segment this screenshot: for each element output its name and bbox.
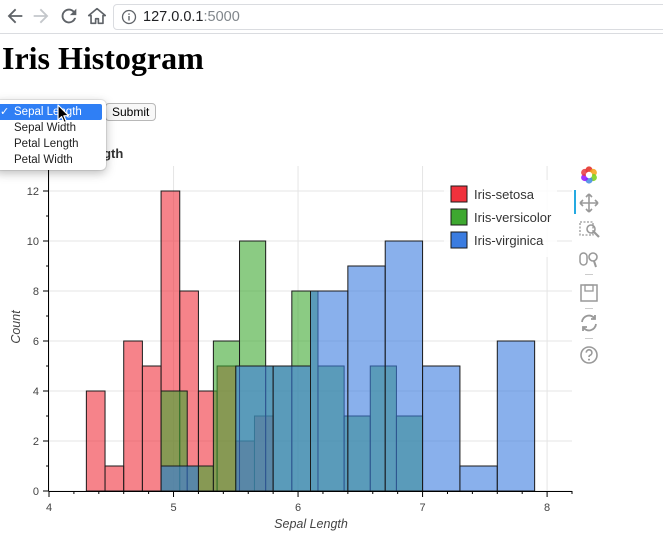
y-tick-label: 6 bbox=[33, 336, 39, 348]
histogram-bar bbox=[496, 340, 536, 492]
url-text[interactable]: 127.0.0.1:5000 bbox=[143, 9, 240, 25]
toolbar-divider bbox=[585, 274, 593, 275]
url-host: 127.0.0.1 bbox=[143, 9, 204, 25]
plot-toolbar bbox=[574, 162, 604, 372]
submit-button[interactable]: Submit bbox=[105, 103, 157, 121]
histogram-bar bbox=[123, 340, 143, 492]
legend-label: Iris-virginica bbox=[474, 233, 544, 248]
x-tick-label: 7 bbox=[420, 502, 426, 514]
axes: 4 5 6 7 8 0 2 4 6 8 10 12 bbox=[27, 165, 573, 514]
y-axis-label: Count bbox=[9, 310, 23, 344]
histogram-bar bbox=[310, 290, 349, 492]
legend-label: Iris-setosa bbox=[474, 187, 535, 202]
histogram-bar bbox=[160, 465, 199, 492]
histogram-bar bbox=[85, 390, 106, 492]
address-bar[interactable]: 127.0.0.1:5000 bbox=[113, 4, 663, 30]
y-tick-label: 12 bbox=[27, 186, 39, 198]
y-tick-label: 4 bbox=[33, 386, 39, 398]
feature-dropdown-menu[interactable]: ✓ Sepal Length Sepal Width Petal Length P… bbox=[0, 100, 106, 170]
x-axis-label: Sepal Length bbox=[274, 517, 348, 531]
dropdown-option-label: Petal Width bbox=[14, 154, 73, 166]
x-tick-label: 5 bbox=[170, 502, 176, 514]
histogram-bar bbox=[212, 340, 241, 492]
dropdown-option-petal-length[interactable]: Petal Length bbox=[0, 136, 102, 152]
histogram-bar bbox=[141, 365, 162, 492]
histogram-bar bbox=[347, 265, 386, 492]
legend-label: Iris-versicolor bbox=[474, 210, 552, 225]
histogram-bars bbox=[85, 190, 536, 492]
url-port: :5000 bbox=[203, 9, 240, 25]
histogram-bar bbox=[235, 365, 274, 492]
help-icon[interactable] bbox=[578, 344, 600, 366]
histogram-bar bbox=[272, 365, 311, 492]
checkmark-icon: ✓ bbox=[0, 106, 10, 118]
legend-swatch bbox=[450, 185, 468, 203]
reload-icon[interactable] bbox=[58, 5, 80, 27]
x-tick-label: 6 bbox=[295, 502, 301, 514]
histogram-bar bbox=[384, 240, 424, 492]
page-title: Iris Histogram bbox=[2, 40, 204, 76]
reset-icon[interactable] bbox=[578, 312, 600, 334]
x-tick-label: 4 bbox=[46, 502, 52, 514]
dropdown-option-label: Sepal Width bbox=[14, 122, 77, 134]
forward-arrow-icon[interactable] bbox=[30, 5, 52, 27]
histogram-bar bbox=[459, 465, 498, 492]
home-icon[interactable] bbox=[86, 5, 108, 27]
legend: Iris-setosa Iris-versicolor Iris-virginica bbox=[444, 180, 557, 257]
pan-icon[interactable] bbox=[578, 192, 600, 214]
wheel-zoom-icon[interactable] bbox=[578, 248, 600, 270]
y-tick-label: 10 bbox=[27, 236, 39, 248]
y-tick-label: 2 bbox=[33, 436, 39, 448]
x-tick-label: 8 bbox=[544, 502, 550, 514]
bokeh-logo-icon[interactable] bbox=[578, 164, 600, 186]
back-arrow-icon[interactable] bbox=[4, 5, 26, 27]
dropdown-option-label: Sepal Length bbox=[14, 106, 82, 118]
histogram-chart[interactable]: 4 5 6 7 8 0 2 4 6 8 10 12 Iris-setosa Iris-versicolo… bbox=[0, 160, 600, 553]
y-tick-label: 8 bbox=[33, 286, 39, 298]
dropdown-option-sepal-length[interactable]: ✓ Sepal Length bbox=[0, 104, 102, 120]
save-icon[interactable] bbox=[578, 282, 600, 304]
dropdown-option-sepal-width[interactable]: Sepal Width bbox=[0, 120, 102, 136]
y-tick-label: 0 bbox=[33, 486, 39, 498]
histogram-bar bbox=[104, 465, 125, 492]
info-icon[interactable] bbox=[121, 9, 137, 25]
legend-swatch bbox=[450, 231, 468, 249]
dropdown-option-petal-width[interactable]: Petal Width bbox=[0, 152, 102, 168]
box-zoom-icon[interactable] bbox=[578, 220, 600, 242]
active-tool-indicator bbox=[574, 190, 576, 214]
browser-toolbar: 127.0.0.1:5000 bbox=[0, 0, 663, 34]
histogram-bar bbox=[422, 365, 461, 492]
dropdown-option-label: Petal Length bbox=[14, 138, 79, 150]
toolbar-divider bbox=[585, 308, 593, 309]
toolbar-divider bbox=[585, 338, 593, 339]
mouse-cursor-icon bbox=[57, 104, 70, 124]
legend-swatch bbox=[450, 208, 468, 226]
